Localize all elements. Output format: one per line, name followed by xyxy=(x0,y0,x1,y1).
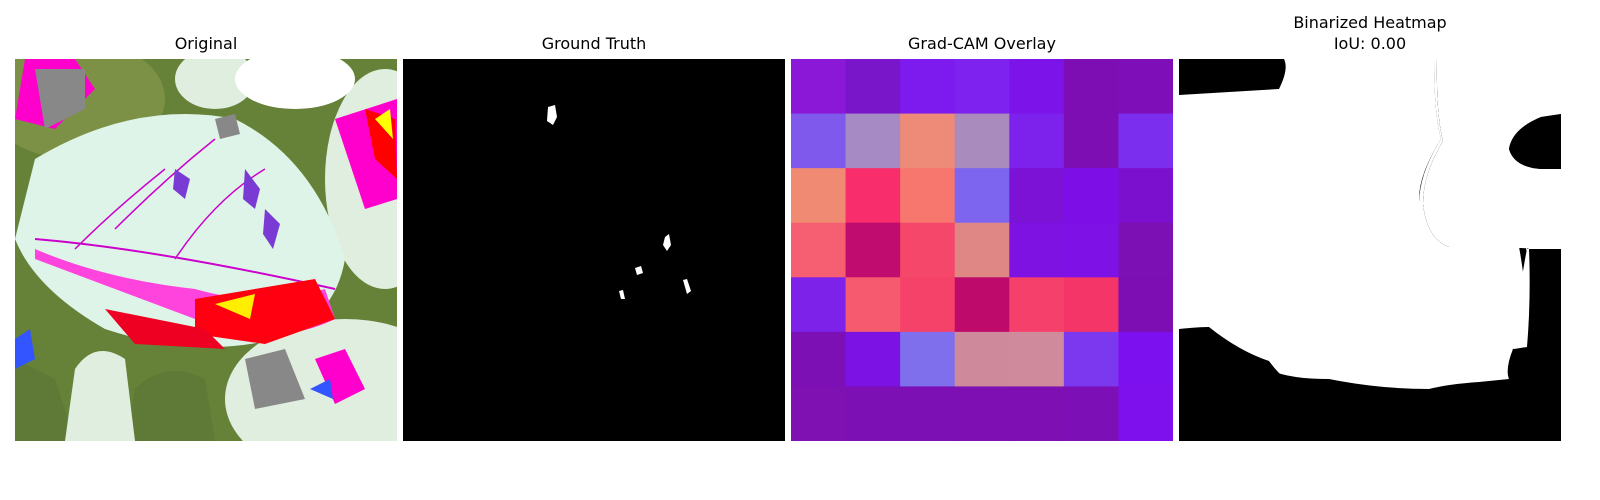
gradcam-cell xyxy=(1118,168,1173,224)
gradcam-cell xyxy=(1009,222,1065,278)
gradcam-cell xyxy=(954,113,1010,169)
gradcam-cell xyxy=(845,59,901,115)
gradcam-cell xyxy=(791,222,847,278)
gradcam-cell xyxy=(1063,386,1119,441)
panel-title-gradcam: Grad-CAM Overlay xyxy=(908,34,1056,53)
gradcam-cell xyxy=(1063,331,1119,387)
gradcam-cell xyxy=(1118,386,1173,441)
gradcam-cell xyxy=(1063,277,1119,333)
gradcam-cell xyxy=(1063,222,1119,278)
ground-truth-mask xyxy=(403,59,785,441)
gradcam-cell xyxy=(1009,386,1065,441)
gradcam-heatmap xyxy=(791,59,1173,441)
gradcam-cell xyxy=(845,277,901,333)
gradcam-cell xyxy=(900,331,956,387)
gradcam-cell xyxy=(1063,59,1119,115)
panel-original: Original xyxy=(15,0,397,500)
gradcam-cell xyxy=(791,331,847,387)
iou-label: IoU: 0.00 xyxy=(1333,34,1407,53)
gradcam-cell xyxy=(845,386,901,441)
gradcam-cell xyxy=(1063,168,1119,224)
gradcam-cell xyxy=(791,386,847,441)
gradcam-cell xyxy=(1009,59,1065,115)
panel-gradcam: Grad-CAM Overlay xyxy=(791,0,1173,500)
gt-blob xyxy=(547,105,557,125)
gradcam-cell xyxy=(1009,331,1065,387)
gradcam-cell xyxy=(1009,168,1065,224)
gradcam-cell xyxy=(845,222,901,278)
panel-ground-truth: Ground Truth xyxy=(403,0,785,500)
gradcam-cell xyxy=(900,386,956,441)
gradcam-cell xyxy=(845,168,901,224)
gt-blob xyxy=(683,279,691,294)
gradcam-cell xyxy=(791,59,847,115)
gradcam-cell xyxy=(954,277,1010,333)
gradcam-cell xyxy=(1118,222,1173,278)
gradcam-cell xyxy=(954,331,1010,387)
panel-binarized: Binarized Heatmap IoU: 0.00 xyxy=(1179,0,1561,500)
gradcam-cell xyxy=(791,113,847,169)
gradcam-cell xyxy=(1118,59,1173,115)
gradcam-cell xyxy=(900,222,956,278)
gradcam-cell xyxy=(1118,331,1173,387)
gradcam-cell xyxy=(1009,277,1065,333)
panel-title-binarized: Binarized Heatmap xyxy=(1293,13,1447,32)
gradcam-cell xyxy=(791,168,847,224)
gradcam-cell xyxy=(900,277,956,333)
gradcam-cell xyxy=(1118,277,1173,333)
panel-title-original: Original xyxy=(174,34,238,53)
gradcam-cell xyxy=(954,168,1010,224)
gradcam-cell xyxy=(845,113,901,169)
gt-blob xyxy=(619,290,625,299)
binarized-mask xyxy=(1179,59,1561,441)
gradcam-cell xyxy=(954,59,1010,115)
gradcam-cell xyxy=(845,331,901,387)
panel-title-ground-truth: Ground Truth xyxy=(541,34,647,53)
gradcam-cell xyxy=(900,168,956,224)
gradcam-cell xyxy=(900,59,956,115)
gradcam-cell xyxy=(954,222,1010,278)
gradcam-cell xyxy=(1009,113,1065,169)
binarized-mask-picture xyxy=(1179,59,1561,441)
gt-blob xyxy=(663,234,671,251)
ground-truth-mask-picture xyxy=(403,59,785,441)
gradcam-cell xyxy=(1063,113,1119,169)
gradcam-overlay xyxy=(791,59,1173,441)
original-image xyxy=(15,59,397,441)
gradcam-cell xyxy=(791,277,847,333)
gradcam-cell xyxy=(900,113,956,169)
original-leaf-picture xyxy=(15,59,397,441)
gradcam-cell xyxy=(954,386,1010,441)
gradcam-cell xyxy=(1118,113,1173,169)
gt-blob xyxy=(635,266,643,275)
